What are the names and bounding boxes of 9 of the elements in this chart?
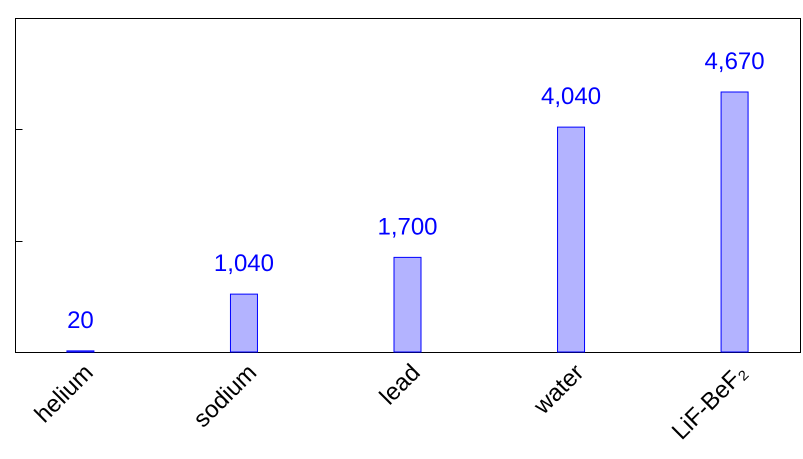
bar xyxy=(230,294,258,352)
data-label: 4,040 xyxy=(541,83,602,110)
data-label: 4,670 xyxy=(704,48,765,76)
data-label: 20 xyxy=(67,306,94,334)
data-label: 1,040 xyxy=(214,250,274,278)
data-label: 1,700 xyxy=(377,213,438,240)
bar xyxy=(720,92,749,352)
bar xyxy=(394,256,422,352)
bar xyxy=(557,126,586,352)
